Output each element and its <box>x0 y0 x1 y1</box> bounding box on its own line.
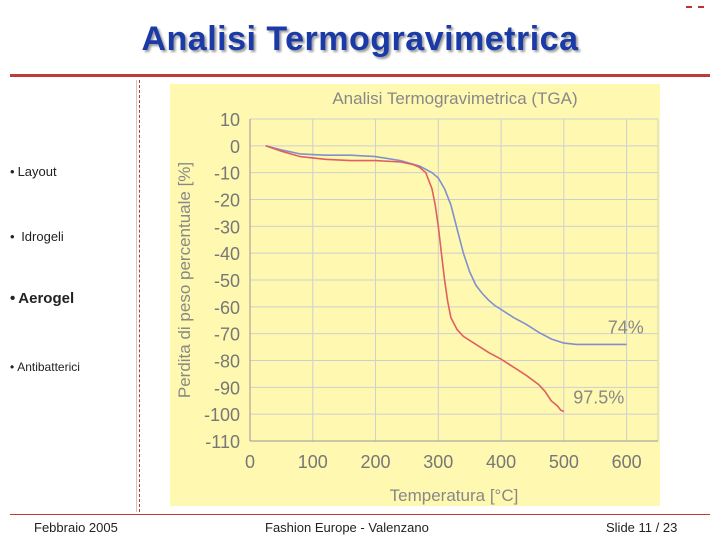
sidebar-divider-solid <box>136 80 137 512</box>
y-tick-label: -10 <box>214 164 240 184</box>
bullet-label: Idrogeli <box>21 229 64 244</box>
series-line-2 <box>265 145 565 413</box>
x-tick-label: 400 <box>486 452 516 472</box>
footer-page-number: Slide 11 / 23 <box>606 520 678 535</box>
y-tick-label: -70 <box>214 325 240 345</box>
y-tick-label: -90 <box>214 378 240 398</box>
bullet-dot: • <box>10 164 15 179</box>
footer-date: Febbraio 2005 <box>34 520 118 535</box>
bullet-dot: • <box>10 360 15 374</box>
y-tick-label: -50 <box>214 271 240 291</box>
bullet-antibatterici: • Antibatterici <box>10 360 80 374</box>
footer-divider <box>10 514 710 515</box>
corner-mark <box>686 6 704 8</box>
x-tick-label: 0 <box>245 452 255 472</box>
tga-chart: 10 0 -10 -20 -30 -40 -50 -60 -70 -80 -90 -100 -110 0 1… <box>170 84 660 506</box>
y-tick-label: -80 <box>214 352 240 372</box>
y-tick-label: -100 <box>204 405 240 425</box>
y-tick-label: -40 <box>214 244 240 264</box>
y-tick-label: -110 <box>205 432 240 452</box>
y-tick-label: 10 <box>220 110 240 130</box>
x-axis-label: Temperatura [°C] <box>390 486 519 505</box>
bullet-dot: • <box>10 229 15 244</box>
y-tick-label: -30 <box>214 217 240 237</box>
x-tick-label: 600 <box>612 452 642 472</box>
bullet-aerogel: • Aerogel <box>10 290 74 307</box>
chart-title: Analisi Termogravimetrica (TGA) <box>332 89 577 108</box>
bullet-dot: • <box>10 290 16 307</box>
x-tick-label: 500 <box>549 452 579 472</box>
y-tick-label: -20 <box>214 191 240 211</box>
series-line-1 <box>265 145 627 346</box>
bullet-label: Antibatterici <box>17 360 80 374</box>
y-tick-label: -60 <box>214 298 240 318</box>
annotation-label: 97.5% <box>573 387 624 407</box>
x-tick-label: 200 <box>361 452 391 472</box>
slide-title: Analisi Termogravimetrica <box>141 20 579 58</box>
sidebar-divider-dashed <box>139 80 140 512</box>
x-tick-label: 300 <box>423 452 453 472</box>
footer-event: Fashion Europe - Valenzano <box>265 520 429 535</box>
y-axis-label: Perdita di peso percentuale [%] <box>175 162 194 398</box>
bullet-idrogeli: • Idrogeli <box>10 229 64 244</box>
bullet-label: Aerogel <box>18 290 75 307</box>
bullet-label: Layout <box>17 164 57 179</box>
y-tick-label: 0 <box>230 137 240 157</box>
bullet-layout: • Layout <box>10 164 57 179</box>
annotation-label: 74% <box>608 318 644 338</box>
x-tick-label: 100 <box>298 452 328 472</box>
title-divider <box>10 74 710 77</box>
